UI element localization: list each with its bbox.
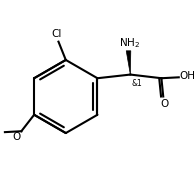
Text: OH: OH bbox=[180, 71, 195, 81]
Text: &1: &1 bbox=[131, 79, 142, 88]
Text: Cl: Cl bbox=[51, 29, 62, 39]
Text: NH$_2$: NH$_2$ bbox=[119, 36, 140, 50]
Text: O: O bbox=[12, 132, 20, 142]
Polygon shape bbox=[126, 51, 131, 74]
Text: O: O bbox=[160, 99, 168, 109]
